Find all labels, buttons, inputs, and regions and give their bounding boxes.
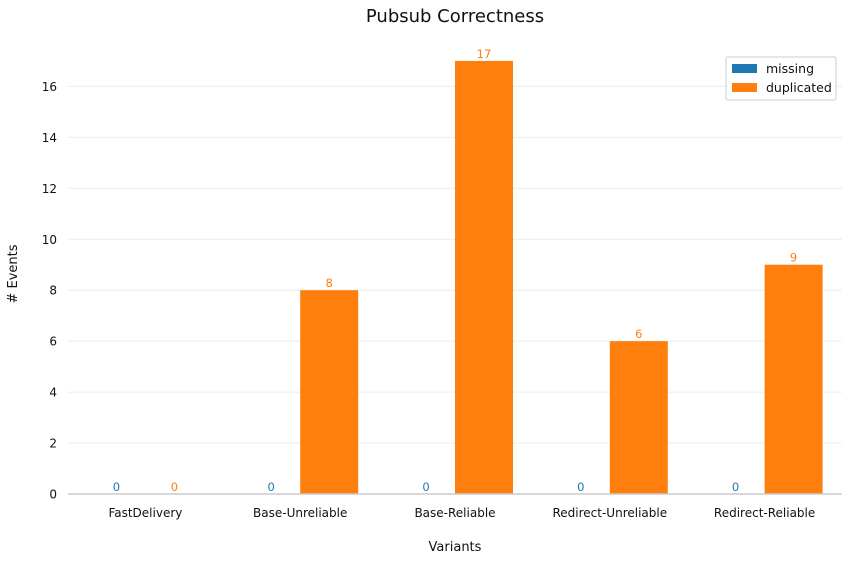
y-tick-label: 2: [49, 437, 57, 451]
y-tick-label: 14: [42, 131, 57, 145]
legend-label-duplicated: duplicated: [766, 80, 832, 95]
x-tick-label: Redirect-Unreliable: [552, 506, 667, 520]
data-label-duplicated: 8: [326, 276, 333, 290]
y-axis-label: # Events: [6, 244, 21, 303]
data-label-duplicated: 9: [790, 251, 797, 265]
legend-label-missing: missing: [766, 61, 814, 76]
data-label-duplicated: 6: [635, 327, 642, 341]
x-axis-ticks: FastDelivery Base-Unreliable Base-Reliable…: [108, 506, 815, 520]
x-axis-label: Variants: [429, 540, 482, 555]
legend-swatch-missing: [732, 64, 757, 73]
bar-duplicated-base-reliable: [455, 60, 513, 495]
y-tick-label: 8: [49, 284, 57, 298]
y-axis-ticks: 0 2 4 6 8 10 12 14 16: [42, 80, 57, 502]
bar-duplicated-redirect-unreliable: [609, 341, 668, 494]
y-tick-label: 6: [49, 335, 57, 349]
data-labels: 0 0 0 0 0 0 8 17 6 9: [113, 47, 798, 494]
x-tick-label: Redirect-Reliable: [714, 506, 815, 520]
data-label-duplicated: 17: [477, 47, 492, 61]
bar-duplicated-base-unreliable: [300, 290, 359, 494]
x-tick-label: Base-Reliable: [414, 506, 495, 520]
data-label-missing: 0: [113, 480, 120, 494]
y-tick-label: 16: [42, 80, 57, 94]
x-tick-label: FastDelivery: [108, 506, 182, 520]
x-tick-label: Base-Unreliable: [253, 506, 347, 520]
y-tick-label: 0: [49, 488, 57, 502]
legend-swatch-duplicated: [732, 83, 757, 92]
data-label-missing: 0: [268, 480, 275, 494]
data-label-missing: 0: [422, 480, 429, 494]
data-label-duplicated: 0: [171, 480, 178, 494]
bar-duplicated-redirect-reliable: [764, 264, 823, 494]
data-label-missing: 0: [577, 480, 584, 494]
y-tick-label: 10: [42, 233, 57, 247]
data-label-missing: 0: [732, 480, 739, 494]
bars: [300, 60, 823, 495]
y-tick-label: 12: [42, 182, 57, 196]
legend: missing duplicated: [725, 56, 837, 101]
y-tick-label: 4: [49, 386, 57, 400]
chart-title: Pubsub Correctness: [366, 6, 544, 27]
